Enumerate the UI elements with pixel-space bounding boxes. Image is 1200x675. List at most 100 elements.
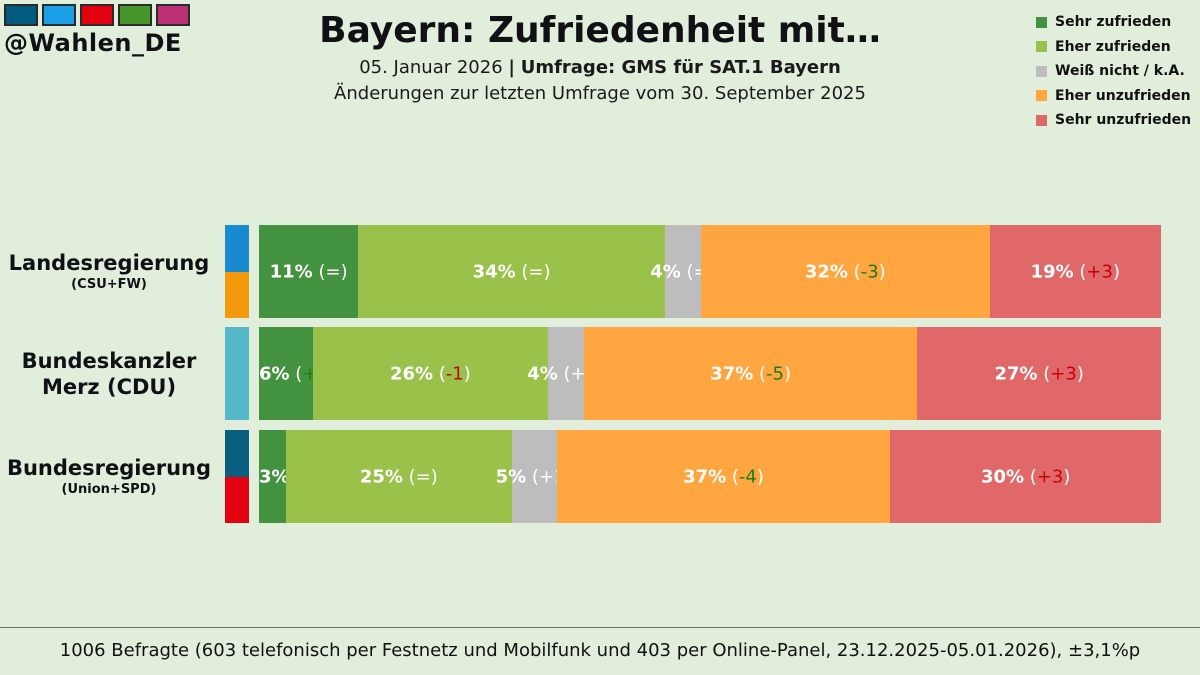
row-label: Landesregierung (CSU+FW) — [0, 250, 218, 294]
change-value: -3 — [860, 261, 879, 282]
bar-segment: 3% (=) — [259, 430, 324, 523]
change-value: -5 — [765, 363, 784, 384]
bar-segment: 4% (=) — [650, 225, 716, 318]
bar-segment: 26% (-1) — [313, 327, 548, 420]
change-value: = — [415, 466, 431, 487]
legend-item: Weiß nicht / k.A. — [1036, 59, 1191, 84]
data-label-value: 37% — [710, 363, 754, 384]
change-value: = — [325, 261, 341, 282]
row-label-name: Bundeskanzler Merz (CDU) — [21, 348, 197, 399]
data-label-change: (-5) — [753, 363, 791, 384]
data-label-change: (-1) — [433, 363, 471, 384]
bar-segment: 4% (+1) — [527, 327, 604, 420]
data-label-value: 11% — [269, 261, 313, 282]
bar-segment: 37% (-4) — [556, 430, 891, 523]
data-label: 30% (+3) — [981, 466, 1070, 487]
bar-segment: 30% (+3) — [890, 430, 1161, 523]
party-color-block — [225, 430, 249, 477]
footer-sample-info: 1006 Befragte (603 telefonisch per Festn… — [59, 640, 1141, 661]
legend-label: Sehr zufrieden — [1055, 14, 1172, 31]
bar-segment: 19% (+3) — [989, 225, 1161, 318]
row-label-party: (Union+SPD) — [61, 481, 157, 497]
change-value: +3 — [1036, 466, 1064, 487]
bar-segment: 6% (+2) — [259, 327, 336, 420]
data-label: 34% (=) — [473, 261, 551, 282]
legend-swatch — [1036, 41, 1047, 53]
legend-label: Sehr unzufrieden — [1055, 112, 1192, 129]
change-value: -1 — [445, 363, 464, 384]
chart-subtitle: 05. Januar 2026 | Umfrage: GMS für SAT.1… — [0, 57, 1200, 78]
data-label-change: (=) — [312, 261, 348, 282]
data-label-value: 3% — [259, 466, 290, 487]
data-label-value: 26% — [389, 363, 434, 384]
data-label: 32% (-3) — [805, 261, 886, 282]
row-label-name: Landesregierung — [8, 250, 210, 275]
data-label-value: 37% — [683, 466, 727, 487]
footer-divider — [0, 627, 1200, 628]
data-label-change: (-4) — [726, 466, 764, 487]
bar-segment: 27% (+3) — [917, 327, 1161, 420]
data-label: 19% (+3) — [1031, 261, 1120, 282]
bar-segment: 5% (+1) — [496, 430, 573, 523]
data-label-value: 27% — [994, 363, 1038, 384]
bar-segment: 37% (-5) — [583, 327, 918, 420]
data-label-change: (+3) — [1073, 261, 1120, 282]
data-label-change: (+3) — [1037, 363, 1084, 384]
party-color-marker — [225, 225, 249, 318]
data-label: 25% (=) — [360, 466, 438, 487]
logo-color-strip — [4, 4, 190, 26]
legend-item: Eher zufrieden — [1036, 35, 1191, 60]
data-label-value: 34% — [472, 261, 516, 282]
stacked-bar: 11% (=)34% (=)4% (=)32% (-3)19% (+3) — [259, 225, 1161, 318]
logo-swatch — [80, 4, 114, 26]
account-handle: @Wahlen_DE — [4, 29, 182, 57]
data-label: 37% (-4) — [683, 466, 764, 487]
data-label-change: (-3) — [847, 261, 886, 282]
bar-segment: 11% (=) — [259, 225, 359, 318]
data-label: 37% (-5) — [710, 363, 791, 384]
data-label-change: (=) — [515, 261, 551, 282]
data-label-value: 19% — [1030, 261, 1074, 282]
legend-label: Eher unzufrieden — [1055, 87, 1191, 104]
subtitle-separator: | — [508, 57, 515, 78]
change-value: +3 — [1086, 261, 1113, 282]
legend-item: Sehr zufrieden — [1036, 10, 1191, 35]
legend-swatch — [1036, 65, 1047, 77]
data-label-value: 6% — [259, 363, 290, 384]
bar-segment: 32% (-3) — [700, 225, 990, 318]
legend-label: Weiß nicht / k.A. — [1055, 63, 1185, 80]
data-label-value: 4% — [650, 261, 681, 282]
row-label-name: Bundesregierung — [6, 455, 212, 480]
change-value: -4 — [738, 466, 757, 487]
poll-source: Umfrage: GMS für SAT.1 Bayern — [520, 57, 841, 78]
data-label-value: 30% — [980, 466, 1025, 487]
party-color-block — [225, 271, 249, 318]
changes-note: Änderungen zur letzten Umfrage vom 30. S… — [334, 83, 866, 104]
data-label-value: 32% — [804, 261, 848, 282]
logo-swatch — [4, 4, 38, 26]
legend-item: Eher unzufrieden — [1036, 84, 1191, 109]
row-label-party: (CSU+FW) — [71, 276, 147, 292]
legend-swatch — [1036, 16, 1047, 28]
row-label: Bundeskanzler Merz (CDU) — [0, 348, 218, 400]
legend-swatch — [1036, 114, 1047, 126]
logo-swatch — [118, 4, 152, 26]
party-color-marker — [225, 430, 249, 523]
legend-swatch — [1036, 90, 1047, 102]
data-label-change: (+3) — [1024, 466, 1071, 487]
change-value: = — [528, 261, 544, 282]
data-label: 26% (-1) — [390, 363, 471, 384]
party-color-block — [225, 225, 249, 272]
poll-date: 05. Januar 2026 — [359, 57, 503, 78]
data-label-value: 25% — [359, 466, 403, 487]
change-value: +3 — [1050, 363, 1077, 384]
logo-swatch — [156, 4, 190, 26]
data-label-value: 4% — [527, 363, 558, 384]
party-color-block — [225, 327, 249, 420]
bar-segment: 25% (=) — [286, 430, 512, 523]
row-label: Bundesregierung (Union+SPD) — [0, 455, 218, 499]
data-label: 27% (+3) — [994, 363, 1083, 384]
data-label-change: (=) — [402, 466, 438, 487]
data-label-value: 5% — [495, 466, 527, 487]
legend: Sehr zufrieden Eher zufrieden Weiß nicht /… — [1036, 10, 1191, 133]
